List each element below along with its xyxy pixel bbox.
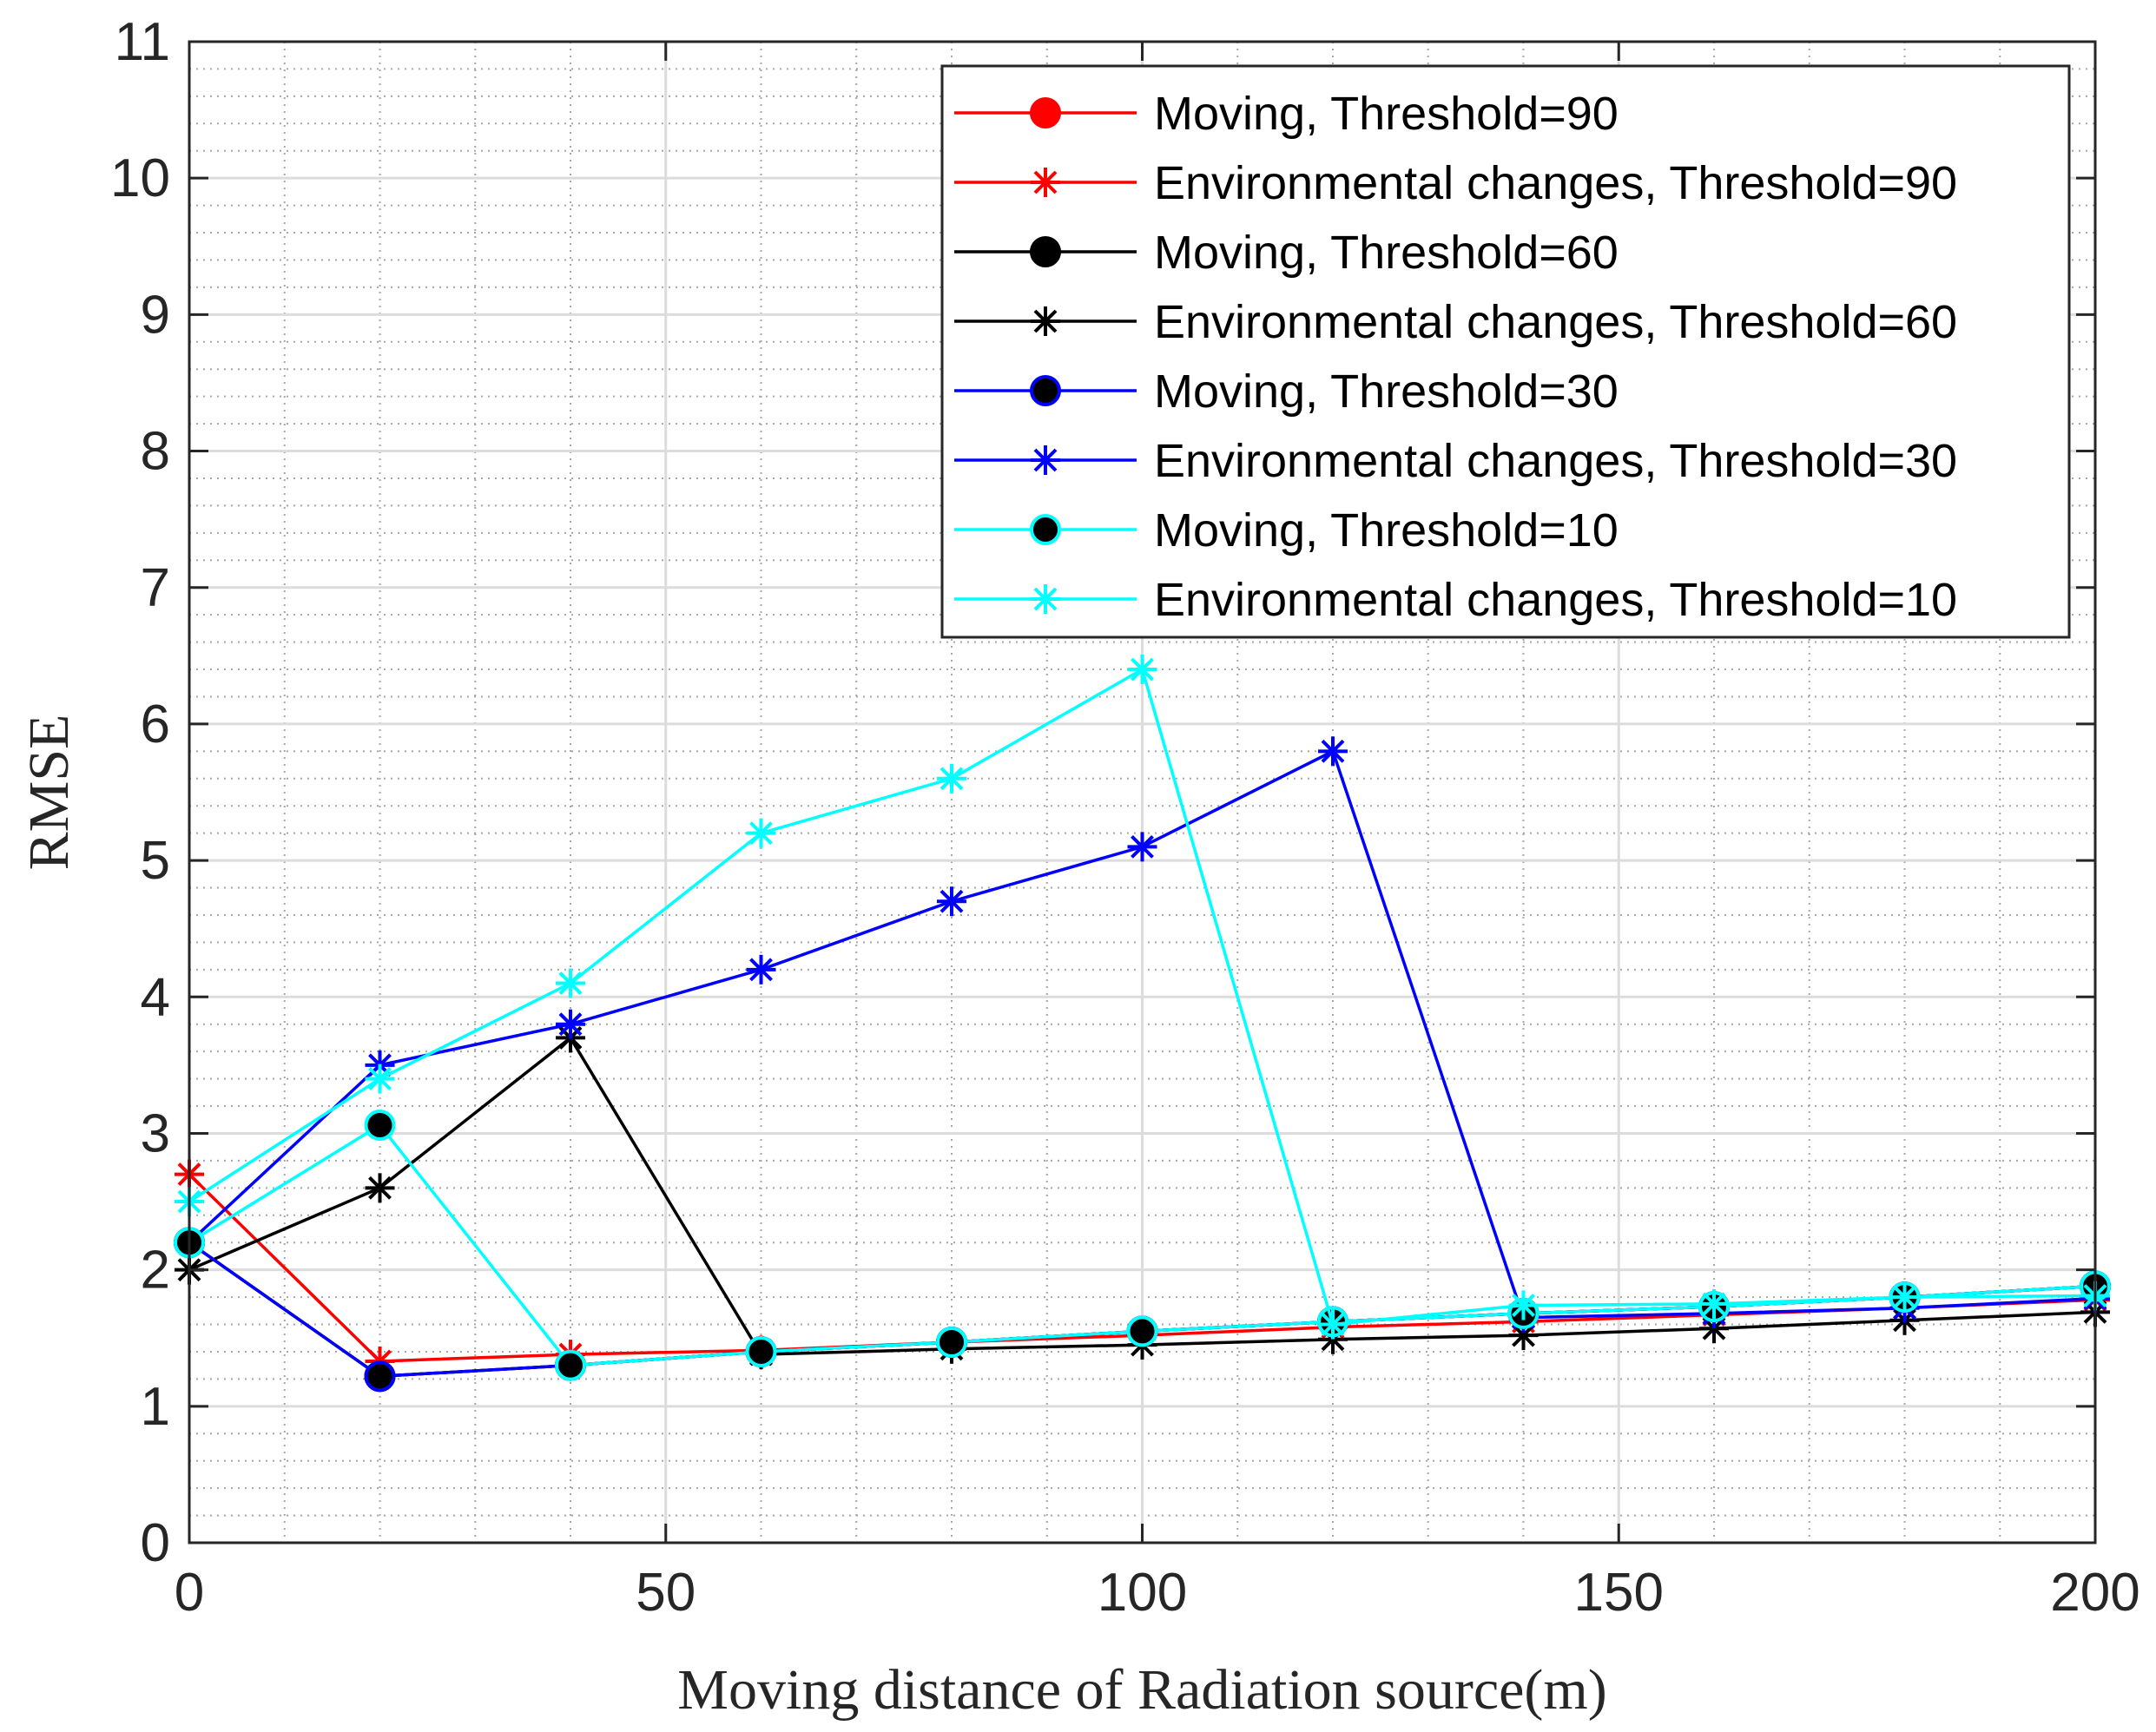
y-tick-label: 9 (141, 285, 170, 345)
y-tick-label: 5 (141, 831, 170, 891)
star-marker (1031, 306, 1060, 336)
y-tick-label: 4 (141, 967, 170, 1027)
y-tick-label: 11 (115, 12, 170, 72)
dot-marker (1030, 514, 1061, 545)
x-tick-label: 100 (1098, 1563, 1187, 1623)
legend-label: Moving, Threshold=90 (1154, 88, 1619, 140)
star-marker (365, 1173, 395, 1203)
star-marker (1031, 445, 1060, 475)
legend-label: Environmental changes, Threshold=60 (1154, 296, 1957, 348)
star-marker (1508, 1290, 1539, 1320)
legend-label: Environmental changes, Threshold=10 (1154, 574, 1957, 626)
legend-label: Environmental changes, Threshold=30 (1154, 435, 1957, 487)
legend-entry: Environmental changes, Threshold=30 (954, 435, 1957, 487)
x-tick-label: 50 (636, 1563, 696, 1623)
legend-entry: Environmental changes, Threshold=90 (954, 157, 1957, 209)
star-marker (1031, 584, 1060, 614)
x-tick-label: 150 (1574, 1563, 1664, 1623)
y-tick-label: 3 (141, 1103, 170, 1163)
star-marker (746, 954, 776, 985)
star-marker (1699, 1288, 1729, 1319)
legend-label: Moving, Threshold=10 (1154, 504, 1619, 556)
star-marker (746, 818, 776, 848)
y-axis-title: RMSE (17, 715, 81, 871)
star-marker (365, 1064, 395, 1094)
x-tick-label: 0 (175, 1563, 204, 1623)
y-tick-label: 1 (141, 1377, 170, 1437)
legend-entry: Moving, Threshold=60 (954, 227, 1619, 279)
y-tick-label: 6 (141, 695, 170, 754)
dot-marker (1030, 236, 1061, 267)
star-marker (556, 1009, 585, 1039)
star-marker (1031, 168, 1060, 197)
star-marker (556, 968, 585, 998)
legend-entry: Moving, Threshold=90 (954, 88, 1619, 140)
star-marker (937, 886, 966, 917)
dot-marker (364, 1110, 396, 1142)
legend: Moving, Threshold=90 Environmental change… (940, 64, 2071, 639)
dot-marker (1030, 97, 1061, 128)
x-tick-label: 200 (2050, 1563, 2140, 1623)
star-marker (1889, 1282, 1920, 1313)
star-marker (1127, 655, 1157, 685)
legend-entry: Moving, Threshold=30 (954, 365, 1619, 418)
y-tick-label: 7 (141, 558, 170, 618)
star-marker (1318, 1309, 1348, 1340)
dot-marker (555, 1349, 586, 1381)
legend-entry: Environmental changes, Threshold=10 (954, 574, 1957, 626)
dot-marker (1030, 375, 1061, 406)
legend-label: Moving, Threshold=30 (1154, 365, 1619, 418)
star-marker (1318, 736, 1348, 767)
y-tick-label: 8 (141, 422, 170, 482)
dot-marker (1126, 1315, 1158, 1347)
y-tick-label: 0 (141, 1513, 170, 1573)
star-marker (1127, 832, 1157, 862)
y-tick-label: 10 (110, 148, 170, 208)
legend-box (940, 64, 2071, 639)
series-group (174, 655, 2111, 1393)
legend-label: Environmental changes, Threshold=90 (1154, 157, 1957, 209)
x-axis-title: Moving distance of Radiation source(m) (677, 1658, 1606, 1722)
y-tick-label: 2 (141, 1241, 170, 1301)
star-marker (937, 763, 966, 794)
legend-entry: Environmental changes, Threshold=60 (954, 296, 1957, 348)
legend-label: Moving, Threshold=60 (1154, 227, 1619, 279)
axes: 0 50 100 150 200 0 1 2 3 4 5 6 7 8 9 10 11 (110, 12, 2140, 1623)
dot-marker (364, 1360, 396, 1393)
dot-marker (745, 1335, 777, 1367)
dot-marker (936, 1326, 967, 1358)
legend-entry: Moving, Threshold=10 (954, 504, 1619, 556)
